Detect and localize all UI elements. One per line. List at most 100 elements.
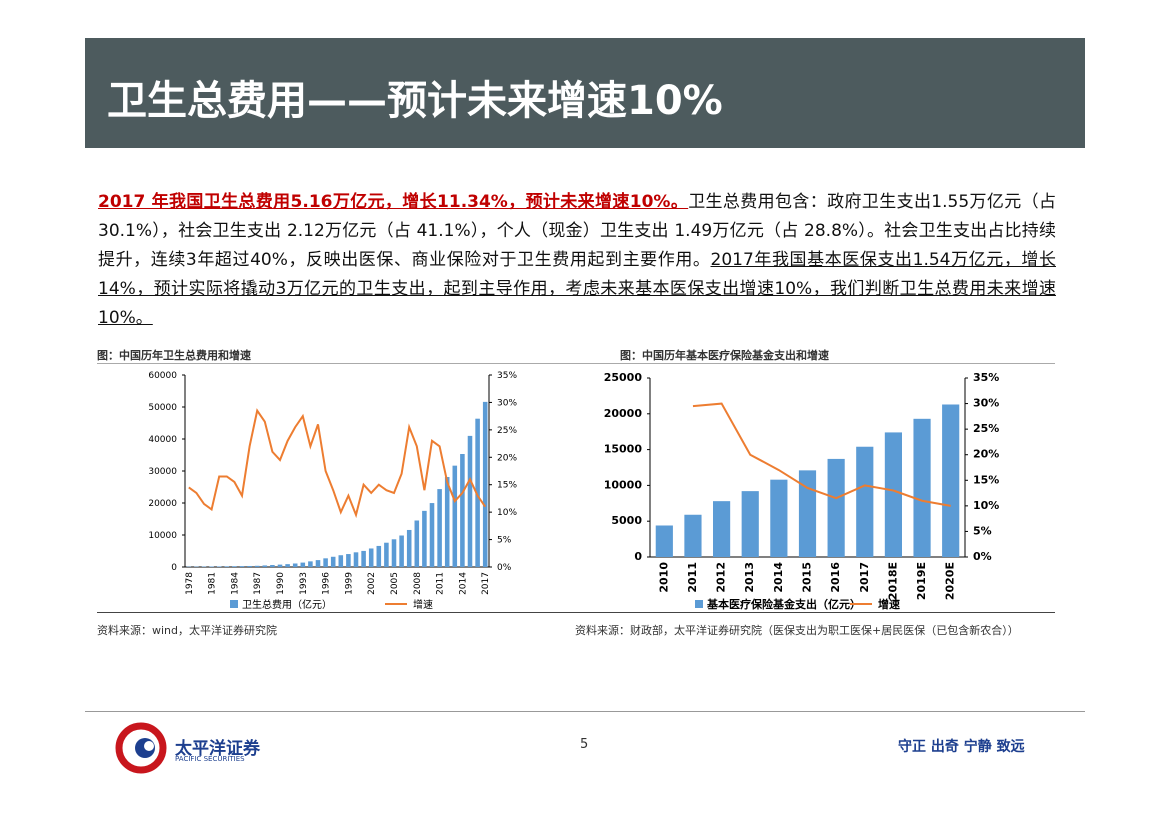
y2-tick-label: 15% <box>973 473 999 486</box>
y-tick-label: 15000 <box>604 443 643 456</box>
bar <box>277 564 283 567</box>
bar <box>482 401 488 567</box>
footer-rule <box>85 711 1085 712</box>
x-tick-label: 1981 <box>208 572 218 595</box>
bar <box>422 510 427 567</box>
bar <box>368 548 374 567</box>
bar <box>406 529 412 567</box>
bar <box>684 514 702 557</box>
source: 资料来源：wind，太平洋证券研究院 <box>97 624 278 637</box>
x-tick-label: 2005 <box>390 572 400 595</box>
bar <box>323 558 328 567</box>
legend-label: 增速 <box>878 597 900 611</box>
x-tick-label: 1993 <box>299 572 309 595</box>
bar <box>460 454 465 567</box>
bar <box>741 491 759 557</box>
rule <box>575 363 1055 364</box>
company-name-en: PACIFIC SECURITIES <box>175 755 245 763</box>
bar <box>467 435 473 567</box>
y2-tick-label: 35% <box>497 371 517 381</box>
y2-tick-label: 5% <box>497 536 512 546</box>
x-tick-label: 1987 <box>253 572 263 595</box>
bar <box>452 465 458 567</box>
bar <box>292 563 298 567</box>
legend-swatch <box>230 600 238 608</box>
rule <box>97 612 577 613</box>
bar <box>391 539 397 567</box>
y2-tick-label: 25% <box>497 426 517 436</box>
source: 资料来源：财政部，太平洋证券研究院（医保支出为职工医保+居民医保（已包含新农合）… <box>575 624 1019 637</box>
chart-title: 图：中国历年卫生总费用和增速 <box>97 349 251 362</box>
bar <box>376 545 382 567</box>
x-tick-label: 1984 <box>230 572 240 595</box>
bar <box>300 562 306 567</box>
bar <box>475 418 480 567</box>
underlined-text: 2017年我国基本医保支出1.54万亿元，增长14%，预计实际将撬动3万亿元的卫… <box>98 250 1056 328</box>
y2-tick-label: 30% <box>973 397 999 410</box>
x-tick-label: 2017 <box>858 562 871 593</box>
bar <box>254 565 260 567</box>
chart: 0 10000 20000 30000 40000 50000 60000 0% 5% 10% 15… <box>148 371 517 611</box>
y-tick-label: 40000 <box>148 435 177 445</box>
x-tick-label: 2013 <box>743 562 756 593</box>
x-tick-label: 2015 <box>801 562 814 593</box>
y-tick-label: 30000 <box>148 467 177 477</box>
legend-swatch <box>695 600 703 608</box>
legend-label: 基本医疗保险基金支出（亿元） <box>706 597 861 611</box>
bar <box>770 479 788 557</box>
paragraph: 2017 年我国卫生总费用5.16万亿元，增长11.34%，预计未来增速10%。… <box>98 188 1056 333</box>
bar <box>285 564 290 567</box>
y2-tick-label: 20% <box>973 448 999 461</box>
legend-label: 卫生总费用（亿元） <box>242 598 332 611</box>
y2-tick-label: 10% <box>497 508 517 518</box>
bar <box>346 554 351 567</box>
y-tick-label: 10000 <box>604 478 643 491</box>
body-text: 卫生总费用包含：政府卫生支出1.55万亿元（占 30.1%），社会卫生支出 2.… <box>98 192 1056 270</box>
y-tick-label: 60000 <box>148 371 177 381</box>
bar <box>827 458 845 557</box>
y2-tick-label: 15% <box>497 481 517 491</box>
y-tick-label: 0 <box>171 563 177 573</box>
x-tick-label: 2011 <box>436 572 446 595</box>
rule <box>97 363 577 364</box>
x-tick-label: 1990 <box>276 572 286 595</box>
y2-tick-label: 35% <box>973 371 999 384</box>
highlight-text: 2017 年我国卫生总费用5.16万亿元，增长11.34%，预计未来增速10%。 <box>98 192 689 212</box>
y2-tick-label: 5% <box>973 524 992 537</box>
bar <box>798 470 817 557</box>
rule <box>575 612 1055 613</box>
legend-label: 增速 <box>413 598 433 611</box>
x-tick-label: 1999 <box>344 572 354 595</box>
bar <box>384 542 389 567</box>
y-tick-label: 25000 <box>604 371 643 384</box>
x-tick-label: 2014 <box>458 572 468 595</box>
bar <box>856 446 874 557</box>
bar <box>429 503 435 567</box>
x-tick-label: 2017 <box>481 572 491 595</box>
x-tick-label: 1978 <box>185 572 195 595</box>
bar <box>270 565 275 567</box>
x-tick-label: 1996 <box>322 572 332 595</box>
x-tick-label: 2002 <box>367 572 377 595</box>
y2-tick-label: 25% <box>973 422 999 435</box>
motto: 守正 出奇 宁静 致远 <box>898 739 1025 755</box>
line <box>692 402 951 507</box>
y-tick-label: 50000 <box>148 403 177 413</box>
y2-tick-label: 30% <box>497 398 517 408</box>
bar <box>942 404 960 557</box>
x-tick-label: 2008 <box>413 572 423 595</box>
y2-tick-label: 0% <box>973 550 992 563</box>
y-tick-label: 0 <box>634 550 642 563</box>
bar <box>437 489 442 567</box>
bar <box>330 556 336 567</box>
bar <box>338 555 344 567</box>
page-number: 5 <box>580 737 589 752</box>
y-tick-label: 20000 <box>148 499 177 509</box>
bar <box>655 525 673 557</box>
y2-tick-label: 0% <box>497 563 512 573</box>
x-tick-label: 2020E <box>944 562 957 600</box>
bar <box>399 535 404 567</box>
y-tick-label: 5000 <box>611 514 642 527</box>
bar <box>361 550 366 567</box>
bar <box>444 477 450 567</box>
